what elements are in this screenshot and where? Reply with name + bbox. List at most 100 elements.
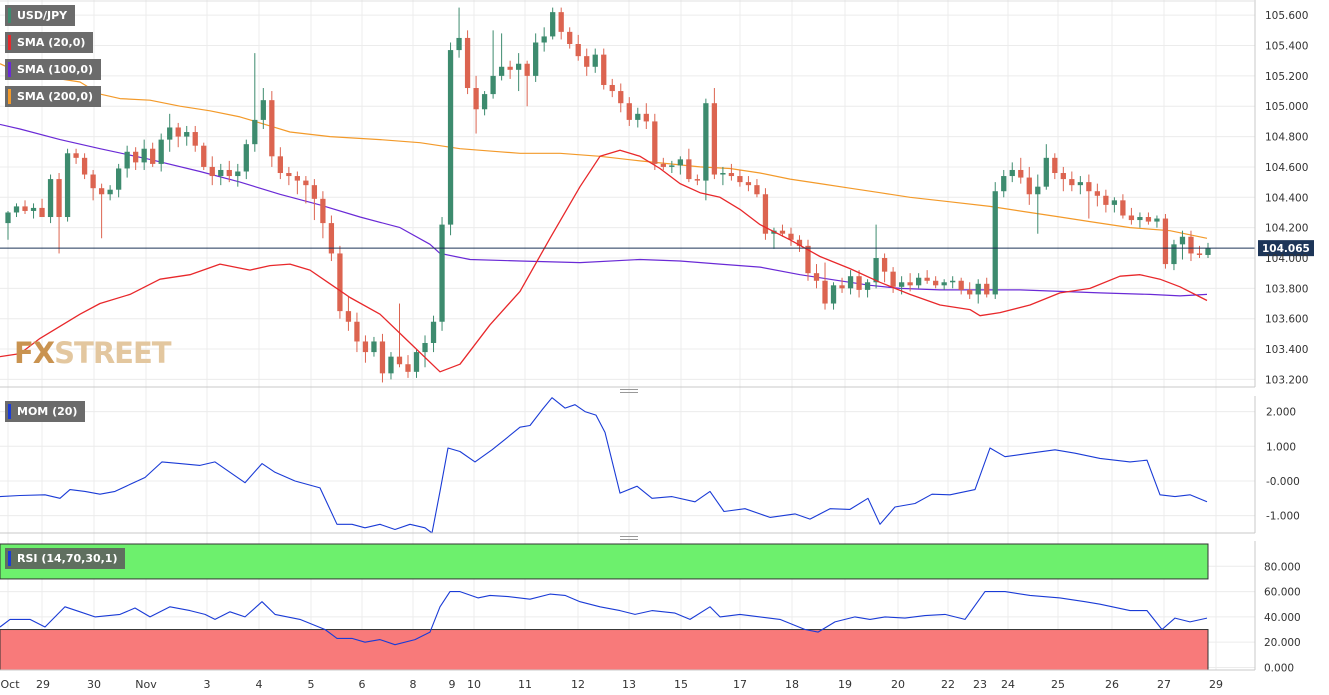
candle bbox=[209, 156, 215, 186]
candle bbox=[524, 60, 530, 107]
candle bbox=[1171, 239, 1177, 271]
candle bbox=[30, 203, 37, 219]
candle-body bbox=[745, 182, 752, 186]
candle-body bbox=[1018, 169, 1024, 178]
candle bbox=[916, 273, 922, 289]
candle-body bbox=[728, 173, 735, 177]
candle bbox=[1145, 212, 1152, 225]
candle bbox=[235, 163, 241, 187]
candle bbox=[116, 163, 122, 198]
candle-body bbox=[984, 283, 990, 295]
candle bbox=[1162, 213, 1169, 269]
candle-body bbox=[541, 36, 547, 43]
candle-body bbox=[1205, 248, 1211, 255]
price-tick-label: 103.600 bbox=[1265, 314, 1308, 326]
date-tick-label: 22 bbox=[941, 678, 955, 691]
date-tick-label: 19 bbox=[838, 678, 852, 691]
candle bbox=[541, 27, 547, 52]
candle bbox=[890, 267, 896, 293]
legend-pair[interactable]: USD/JPY bbox=[5, 5, 76, 26]
candle-body bbox=[1145, 217, 1152, 222]
date-tick-label: Nov bbox=[135, 678, 157, 691]
candle-body bbox=[107, 189, 113, 195]
candle-body bbox=[235, 171, 241, 177]
candle bbox=[1043, 144, 1049, 190]
candle bbox=[430, 315, 437, 353]
candle-body bbox=[1188, 236, 1194, 254]
rsi-indicator bbox=[0, 543, 1209, 671]
candle-body bbox=[507, 66, 513, 70]
candle bbox=[592, 48, 598, 73]
legend-rsi[interactable]: RSI (14,70,30,1) bbox=[5, 548, 126, 569]
candle bbox=[1026, 166, 1032, 205]
date-tick-label: 11 bbox=[518, 678, 532, 691]
candle-body bbox=[975, 283, 981, 295]
candle bbox=[13, 203, 20, 218]
candle-body bbox=[796, 239, 803, 246]
current-price-label: 104.065 bbox=[1262, 243, 1310, 255]
candle bbox=[362, 335, 369, 363]
legend-mom[interactable]: MOM (20) bbox=[5, 401, 86, 422]
candle-body bbox=[150, 148, 156, 164]
date-tick-label: 18 bbox=[785, 678, 799, 691]
candle bbox=[226, 160, 232, 183]
candle-body bbox=[430, 321, 437, 343]
candle-body bbox=[711, 103, 718, 175]
candle-body bbox=[192, 132, 198, 146]
candle-body bbox=[56, 179, 62, 218]
candle-body bbox=[405, 364, 411, 372]
rsi-oversold-zone bbox=[0, 629, 1209, 671]
candle-body bbox=[218, 169, 224, 177]
legend-sma200[interactable]: SMA (200,0) bbox=[5, 86, 102, 107]
candle bbox=[447, 42, 454, 236]
rsi-path bbox=[0, 591, 1208, 646]
candle-body bbox=[98, 188, 105, 195]
candle bbox=[124, 145, 130, 178]
candle-body bbox=[22, 206, 28, 211]
candle-body bbox=[839, 285, 845, 289]
candle-body bbox=[873, 258, 879, 283]
candle-body bbox=[64, 153, 71, 218]
candle bbox=[490, 30, 496, 99]
candle-body bbox=[354, 321, 360, 342]
rsi-overbought-zone bbox=[0, 543, 1209, 580]
candle bbox=[805, 239, 811, 281]
candle-body bbox=[90, 174, 96, 189]
price-tick-label: 104.600 bbox=[1265, 162, 1308, 174]
candle bbox=[839, 277, 845, 293]
candle-body bbox=[779, 230, 786, 234]
candle-body bbox=[209, 166, 215, 177]
candle bbox=[337, 245, 343, 319]
candle bbox=[1205, 242, 1211, 258]
rsi-tick-label: 40.000 bbox=[1264, 612, 1301, 624]
candle-body bbox=[822, 280, 828, 304]
legend-sma20[interactable]: SMA (20,0) bbox=[5, 32, 94, 53]
candle-body bbox=[856, 276, 862, 290]
candle bbox=[320, 191, 326, 239]
candle-body bbox=[5, 212, 11, 224]
candle-body bbox=[226, 169, 232, 177]
price-tick-label: 104.800 bbox=[1265, 132, 1308, 144]
candle bbox=[967, 282, 973, 299]
candle-body bbox=[1196, 253, 1203, 255]
date-tick-label: 3 bbox=[204, 678, 211, 691]
candle-body bbox=[890, 271, 896, 287]
price-tick-label: 104.400 bbox=[1265, 192, 1308, 204]
candle-body bbox=[311, 185, 318, 199]
candle-body bbox=[830, 285, 837, 304]
candle-body bbox=[533, 42, 539, 76]
candle bbox=[754, 179, 760, 198]
legend-sma100[interactable]: SMA (100,0) bbox=[5, 59, 102, 80]
rsi-tick-label: 60.000 bbox=[1264, 587, 1301, 599]
candle bbox=[167, 113, 173, 152]
price-tick-label: 105.200 bbox=[1265, 71, 1308, 83]
candle bbox=[1035, 174, 1041, 234]
candle bbox=[1009, 162, 1015, 183]
date-tick-label: 17 bbox=[733, 678, 747, 691]
rsi-tick-label: 20.000 bbox=[1264, 637, 1301, 649]
candle-body bbox=[1179, 236, 1186, 245]
candle bbox=[941, 279, 947, 290]
candle-body bbox=[1137, 217, 1143, 221]
candle-body bbox=[328, 223, 335, 254]
candle-body bbox=[490, 75, 496, 95]
